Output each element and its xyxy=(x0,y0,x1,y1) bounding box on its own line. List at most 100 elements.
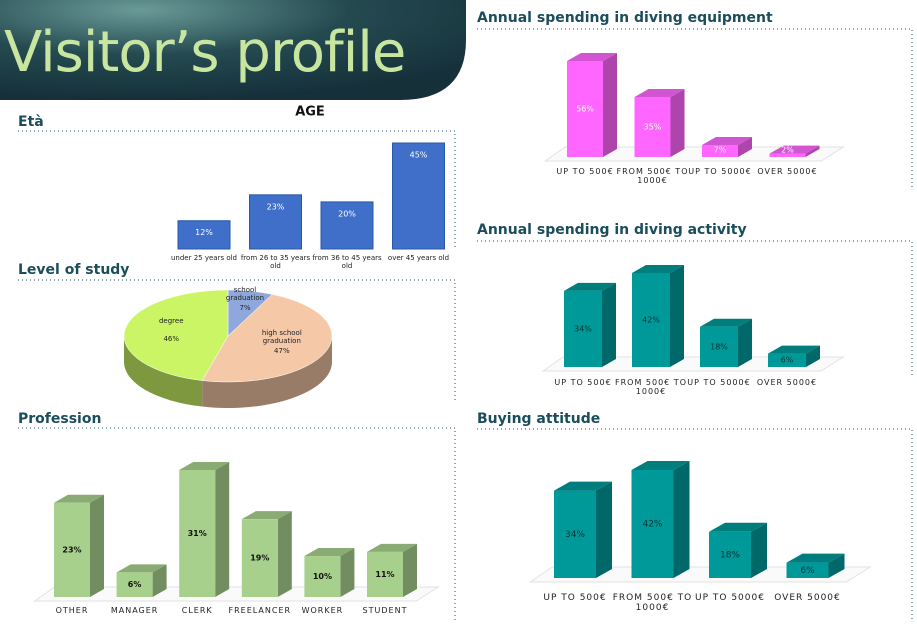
value-label: 2% xyxy=(781,146,794,155)
pie-slice xyxy=(201,294,333,383)
page-title: Visitor’s profile xyxy=(4,20,405,85)
bar-side xyxy=(806,345,820,367)
chart-title: AGE xyxy=(295,105,325,120)
bar-side xyxy=(403,543,417,597)
bar-side xyxy=(603,53,617,157)
bar-side xyxy=(90,494,104,597)
value-label: 45% xyxy=(410,151,428,160)
bar xyxy=(786,562,829,578)
category-label: UP TO 500€ xyxy=(556,167,614,176)
slice-value: 46% xyxy=(163,334,180,343)
value-label: 42% xyxy=(642,520,662,530)
bar-side xyxy=(805,145,820,157)
value-label: 35% xyxy=(644,123,662,132)
category-label: MANAGER xyxy=(110,606,159,615)
bar xyxy=(567,61,603,157)
category-label: OVER 5000€ xyxy=(757,167,818,176)
slice-label: high school graduation xyxy=(261,328,302,345)
slice-label: school graduation xyxy=(225,286,265,303)
category-label: FROM 500€ TO 1000€ xyxy=(612,593,693,614)
category-label: STUDENT xyxy=(362,606,408,615)
value-label: 34% xyxy=(574,324,592,333)
bar-top xyxy=(631,461,690,470)
bar-side xyxy=(277,511,292,597)
bar-side xyxy=(340,548,355,597)
slice-value: 7% xyxy=(239,304,251,313)
bar xyxy=(249,194,302,250)
value-label: 20% xyxy=(338,209,356,218)
bar-top xyxy=(116,564,167,573)
pie-side xyxy=(202,336,332,408)
bar-top xyxy=(304,548,355,557)
bar xyxy=(700,326,738,367)
bar-top xyxy=(632,265,684,273)
bar xyxy=(709,531,751,578)
category-label: CLERK xyxy=(181,606,213,615)
value-label: 6% xyxy=(128,580,142,589)
section-heading: Età xyxy=(18,114,44,130)
header-band xyxy=(0,0,466,100)
bar-top xyxy=(786,553,845,563)
bar-top xyxy=(634,89,685,97)
bar-top xyxy=(179,462,230,470)
bar-side xyxy=(738,318,752,367)
bar-side xyxy=(215,462,230,597)
bar xyxy=(392,142,445,250)
bar xyxy=(768,353,806,367)
section-heading: Level of study xyxy=(18,262,129,278)
value-label: 18% xyxy=(710,342,728,351)
value-label: 19% xyxy=(250,554,269,563)
bar-top xyxy=(564,282,616,291)
bar-top xyxy=(709,522,767,532)
category-label: UP TO 5000€ xyxy=(695,593,765,603)
category-label: under 25 years old xyxy=(170,254,238,262)
section-heading: Annual spending in diving equipment xyxy=(477,10,773,26)
dividers xyxy=(18,28,913,620)
bar-side xyxy=(673,461,690,578)
value-label: 42% xyxy=(642,316,660,325)
category-label: FROM 500€ TO 1000€ xyxy=(616,167,689,186)
bar xyxy=(554,490,596,578)
value-label: 10% xyxy=(313,572,332,581)
value-label: 31% xyxy=(188,529,207,538)
bar-side xyxy=(738,137,752,157)
category-label: from 26 to 35 years old xyxy=(240,254,311,271)
bar-top xyxy=(700,318,752,327)
bar xyxy=(116,572,153,597)
bar xyxy=(177,220,231,250)
bar xyxy=(320,201,374,250)
bar xyxy=(564,290,602,367)
pie-side xyxy=(124,336,203,407)
bar-top xyxy=(567,53,617,61)
bar-top xyxy=(768,345,820,354)
bar-side xyxy=(152,564,167,597)
bar-side xyxy=(670,265,684,367)
category-label: UP TO 5000€ xyxy=(688,167,752,176)
category-label: UP TO 500€ xyxy=(543,593,607,603)
section-heading: Annual spending in diving activity xyxy=(477,222,747,238)
bar-top xyxy=(241,511,292,520)
bar-side xyxy=(828,553,845,578)
bar-top xyxy=(769,145,820,154)
bar-side xyxy=(596,481,612,578)
bar-top xyxy=(554,481,612,491)
bar-side xyxy=(602,282,616,367)
category-label: FREELANCER xyxy=(228,606,292,615)
bar xyxy=(304,556,341,597)
value-label: 34% xyxy=(565,530,585,540)
category-label: from 36 to 45 years old xyxy=(312,254,382,271)
bar xyxy=(241,519,278,597)
section-heading: Profession xyxy=(18,411,101,427)
bar-top xyxy=(702,137,752,145)
bar xyxy=(54,502,90,597)
value-label: 56% xyxy=(576,105,594,114)
category-label: OTHER xyxy=(55,606,89,615)
category-label: UP TO 5000€ xyxy=(687,378,751,387)
bar xyxy=(634,97,671,157)
category-label: FROM 500€ TO 1000€ xyxy=(615,378,687,397)
pie-slice xyxy=(123,289,229,381)
section-heading: Buying attitude xyxy=(477,411,600,427)
category-label: WORKER xyxy=(301,606,344,615)
